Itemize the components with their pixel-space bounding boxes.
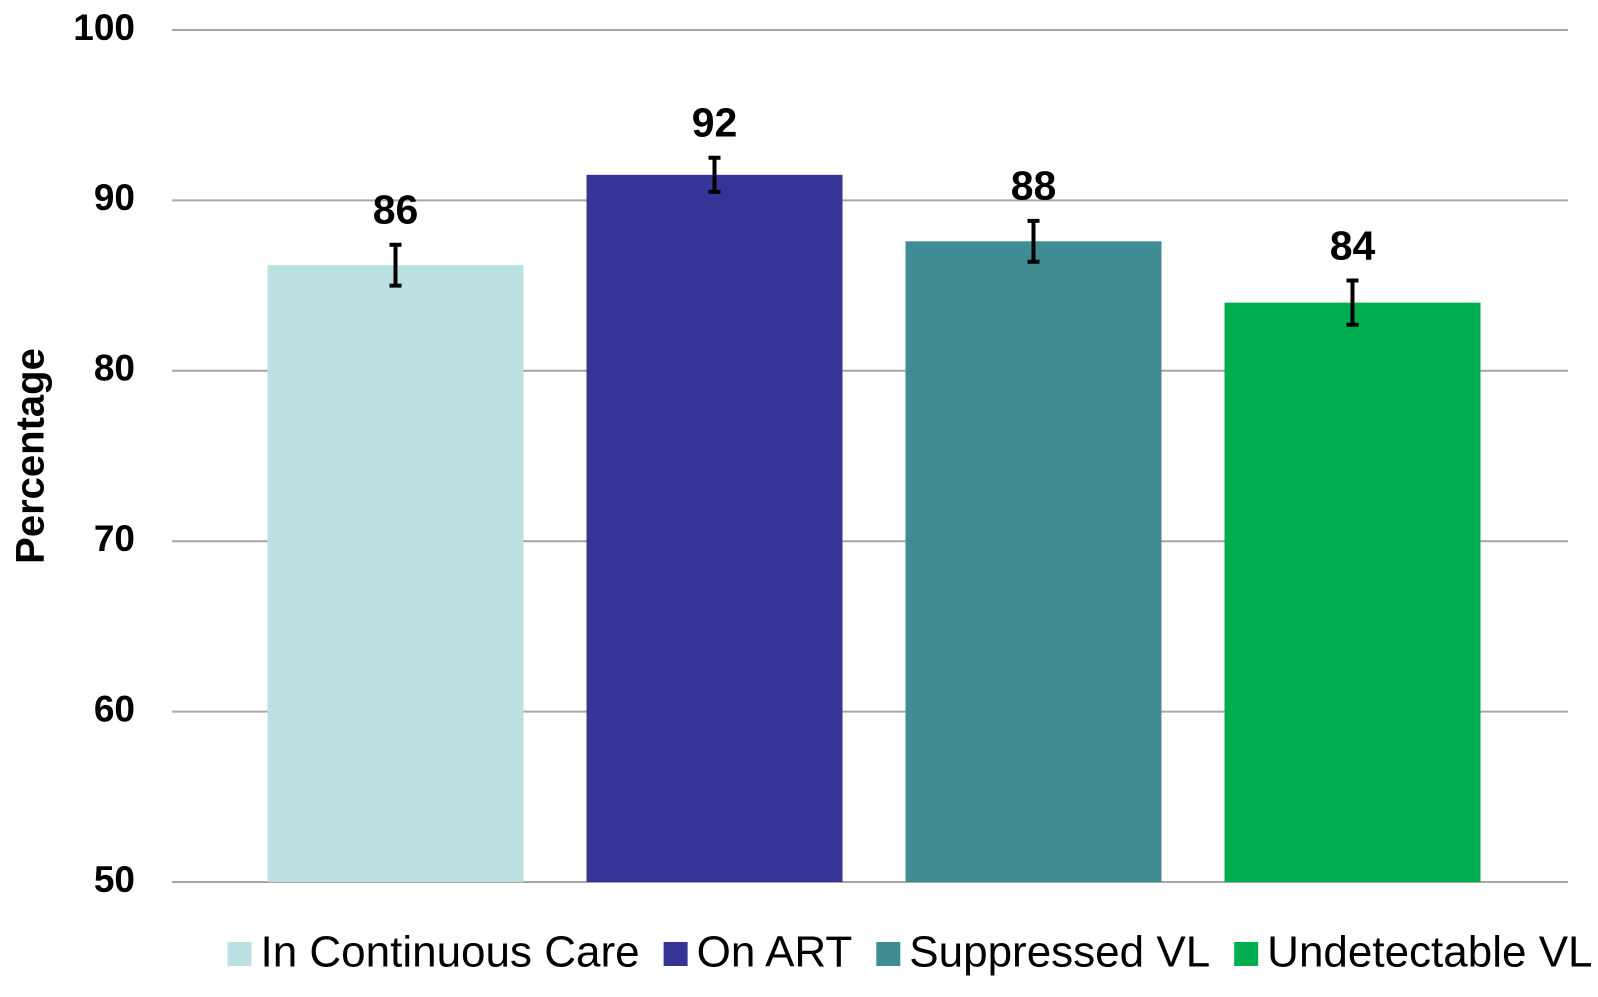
y-tick-label: 70 [94, 518, 135, 559]
data-label: 86 [373, 187, 419, 233]
error-bar [1027, 218, 1040, 264]
legend-label: On ART [697, 928, 853, 977]
data-label: 84 [1330, 222, 1376, 268]
y-axis-label: Percentage [9, 348, 53, 564]
data-label: 88 [1011, 163, 1057, 209]
legend-label: Undetectable VL [1267, 928, 1592, 977]
bar [1224, 302, 1481, 882]
legend-swatch [663, 942, 688, 966]
legend-swatch [876, 942, 901, 966]
y-tick-label: 90 [94, 177, 135, 218]
y-tick-label: 50 [94, 859, 135, 900]
bar [267, 265, 524, 883]
bar [905, 241, 1162, 882]
error-bar [1346, 278, 1359, 327]
y-tick-label: 60 [94, 688, 135, 729]
y-tick-label: 80 [94, 348, 135, 389]
legend-swatch [1234, 942, 1259, 966]
data-label: 92 [692, 100, 738, 146]
bar [586, 174, 843, 883]
y-tick-label: 100 [73, 7, 135, 48]
error-bar [389, 242, 402, 288]
legend-label: Suppressed VL [909, 928, 1210, 977]
legend-swatch [227, 942, 252, 966]
legend-label: In Continuous Care [260, 928, 639, 977]
error-bar [708, 155, 721, 194]
